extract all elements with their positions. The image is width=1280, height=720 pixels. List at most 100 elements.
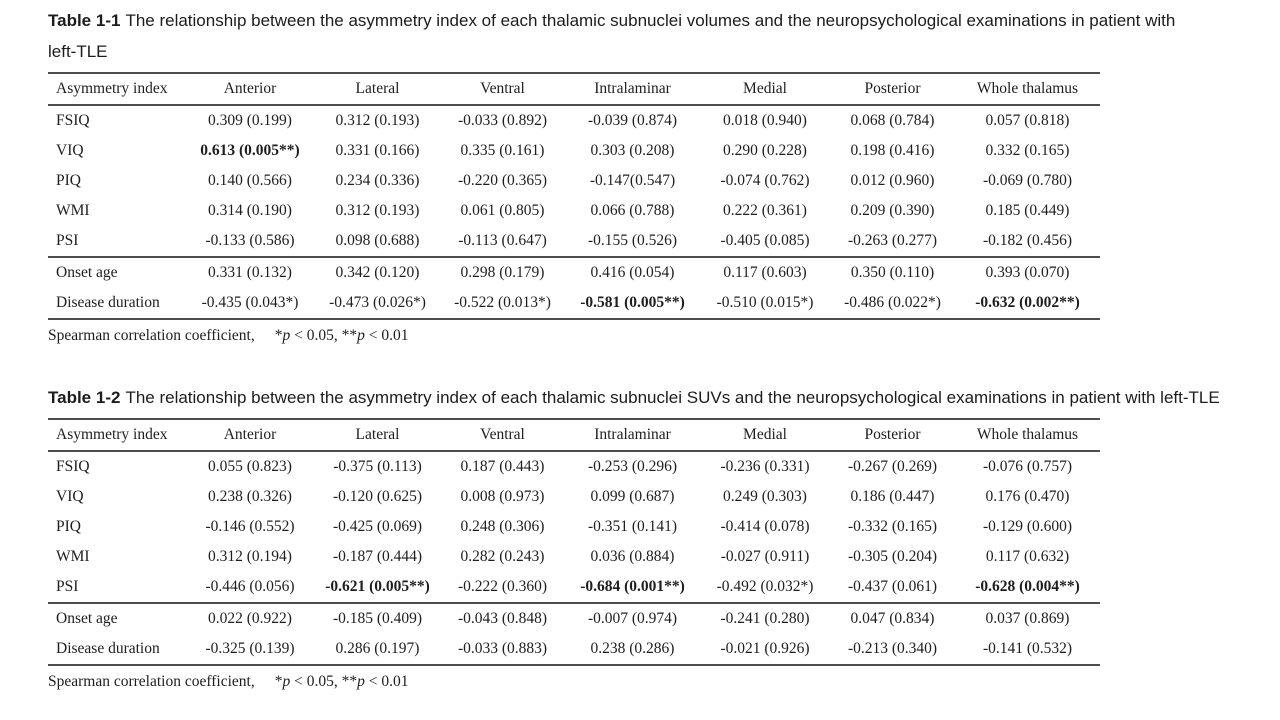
value-cell: -0.628 (0.004**): [975, 578, 1080, 595]
correlation-table-volumes: Asymmetry index Anterior Lateral Ventral Int…: [48, 72, 1100, 320]
value-cell: -0.684 (0.001**): [580, 578, 685, 595]
value-cell: -0.437 (0.061): [847, 578, 938, 595]
value-cell: -0.039 (0.874): [587, 112, 678, 129]
value-cell: 0.312 (0.194): [208, 548, 292, 565]
table-row: WMI 0.312 (0.194) -0.187 (0.444) 0.282 (0.2…: [48, 542, 1100, 572]
value-cell: -0.027 (0.911): [720, 548, 810, 565]
significance-threshold-005: < 0.05,: [290, 673, 342, 690]
value-cell: 0.282 (0.243): [460, 548, 545, 565]
value-cell: -0.113 (0.647): [458, 232, 547, 249]
table-row: PIQ -0.146 (0.552) -0.425 (0.069) 0.248 (0.…: [48, 512, 1100, 542]
row-label: PIQ: [56, 172, 81, 189]
value-cell: 0.314 (0.190): [208, 202, 292, 219]
table-1-1-footnote: Spearman correlation coefficient, *p < 0.…: [48, 327, 1280, 345]
value-cell: -0.146 (0.552): [205, 518, 295, 535]
column-header: Intralaminar: [594, 80, 671, 97]
value-cell: -0.375 (0.113): [333, 458, 422, 475]
row-label: VIQ: [56, 142, 84, 159]
column-header: Intralaminar: [594, 426, 671, 443]
value-cell: -0.069 (0.780): [982, 172, 1073, 189]
row-label: VIQ: [56, 488, 84, 505]
footnote-prefix: Spearman correlation coefficient,: [48, 673, 255, 690]
significance-star-single: *: [274, 327, 283, 344]
value-cell: -0.492 (0.032*): [716, 578, 814, 595]
value-cell: 0.312 (0.193): [335, 112, 420, 129]
significance-star-double: **: [341, 673, 358, 690]
value-cell: -0.414 (0.078): [720, 518, 810, 535]
value-cell: 0.176 (0.470): [985, 488, 1070, 505]
value-cell: -0.187 (0.444): [332, 548, 423, 565]
value-cell: 0.047 (0.834): [850, 610, 935, 627]
value-cell: -0.405 (0.085): [720, 232, 810, 249]
value-cell: 0.332 (0.165): [985, 142, 1070, 159]
value-cell: -0.522 (0.013*): [454, 294, 551, 311]
footnote-prefix: Spearman correlation coefficient,: [48, 327, 255, 344]
value-cell: -0.632 (0.002**): [975, 294, 1080, 311]
value-cell: 0.099 (0.687): [590, 488, 675, 505]
value-cell: -0.076 (0.757): [982, 458, 1073, 475]
table-1-2-title-text: The relationship between the asymmetry i…: [125, 388, 1220, 407]
value-cell: -0.325 (0.139): [205, 640, 295, 657]
value-cell: -0.129 (0.600): [982, 518, 1073, 535]
table-1-2-block: Table 1-2 The relationship between the as…: [48, 382, 1280, 691]
value-cell: -0.033 (0.883): [457, 640, 548, 657]
value-cell: -0.141 (0.532): [982, 640, 1073, 657]
table-row: FSIQ 0.309 (0.199) 0.312 (0.193) -0.033 (0.…: [48, 105, 1100, 136]
value-cell: -0.033 (0.892): [457, 112, 548, 129]
value-cell: 0.068 (0.784): [850, 112, 935, 129]
column-header: Medial: [743, 426, 787, 443]
value-cell: 0.140 (0.566): [208, 172, 292, 189]
value-cell: -0.486 (0.022*): [844, 294, 941, 311]
value-cell: -0.222 (0.360): [457, 578, 548, 595]
column-header: Lateral: [355, 426, 400, 443]
value-cell: 0.248 (0.306): [460, 518, 545, 535]
row-label: PSI: [56, 232, 79, 249]
value-cell: 0.186 (0.447): [850, 488, 935, 505]
column-header: Ventral: [480, 426, 525, 443]
correlation-table-suvs: Asymmetry index Anterior Lateral Ventral Int…: [48, 418, 1100, 666]
value-cell: -0.236 (0.331): [720, 458, 810, 475]
value-cell: 0.037 (0.869): [985, 610, 1070, 627]
value-cell: 0.036 (0.884): [590, 548, 675, 565]
value-cell: 0.222 (0.361): [723, 202, 807, 219]
value-cell: -0.435 (0.043*): [201, 294, 299, 311]
table-row: Disease duration -0.325 (0.139) 0.286 (0.1…: [48, 634, 1100, 665]
value-cell: -0.213 (0.340): [847, 640, 938, 657]
significance-star-single: *: [274, 673, 283, 690]
value-cell: 0.012 (0.960): [850, 172, 935, 189]
value-cell: 0.022 (0.922): [208, 610, 292, 627]
value-cell: -0.332 (0.165): [847, 518, 938, 535]
value-cell: -0.155 (0.526): [587, 232, 678, 249]
column-header: Posterior: [864, 80, 921, 97]
row-label: WMI: [56, 202, 90, 219]
column-header: Lateral: [355, 80, 400, 97]
value-cell: -0.510 (0.015*): [716, 294, 814, 311]
value-cell: 0.335 (0.161): [460, 142, 545, 159]
row-label: PIQ: [56, 518, 81, 535]
value-cell: 0.117 (0.632): [985, 548, 1070, 565]
value-cell: 0.198 (0.416): [850, 142, 935, 159]
row-label: WMI: [56, 548, 90, 565]
row-label: FSIQ: [56, 112, 90, 129]
value-cell: -0.043 (0.848): [457, 610, 548, 627]
column-header: Whole thalamus: [976, 426, 1079, 443]
table-row: PSI -0.446 (0.056) -0.621 (0.005**) -0.222 …: [48, 572, 1100, 603]
table-1-1-caption: Table 1-1 The relationship between the as…: [48, 5, 1203, 67]
value-cell: 0.393 (0.070): [985, 264, 1070, 281]
value-cell: 0.309 (0.199): [208, 112, 292, 129]
column-header: Anterior: [223, 80, 277, 97]
table-1-2-label: Table 1-2: [48, 388, 121, 407]
table-1-1-label: Table 1-1: [48, 11, 121, 30]
document-page: Table 1-1 The relationship between the as…: [48, 5, 1280, 691]
value-cell: -0.147(0.547): [589, 172, 676, 189]
column-header: Whole thalamus: [976, 80, 1079, 97]
value-cell: 0.298 (0.179): [460, 264, 545, 281]
value-cell: 0.613 (0.005**): [200, 142, 300, 159]
value-cell: 0.187 (0.443): [460, 458, 545, 475]
p-symbol: p: [282, 673, 291, 690]
significance-star-double: **: [341, 327, 358, 344]
value-cell: -0.182 (0.456): [982, 232, 1073, 249]
row-label: Onset age: [56, 610, 118, 627]
table-row: PIQ 0.140 (0.566) 0.234 (0.336) -0.220 (0.3…: [48, 166, 1100, 196]
table-header-row: Asymmetry index Anterior Lateral Ventral Int…: [48, 419, 1100, 451]
